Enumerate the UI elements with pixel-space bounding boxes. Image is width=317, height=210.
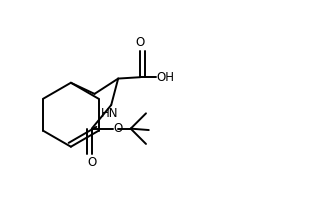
- Text: OH: OH: [157, 71, 175, 84]
- Text: O: O: [136, 35, 145, 49]
- Text: O: O: [114, 122, 123, 135]
- Text: O: O: [87, 156, 96, 169]
- Text: HN: HN: [101, 107, 119, 120]
